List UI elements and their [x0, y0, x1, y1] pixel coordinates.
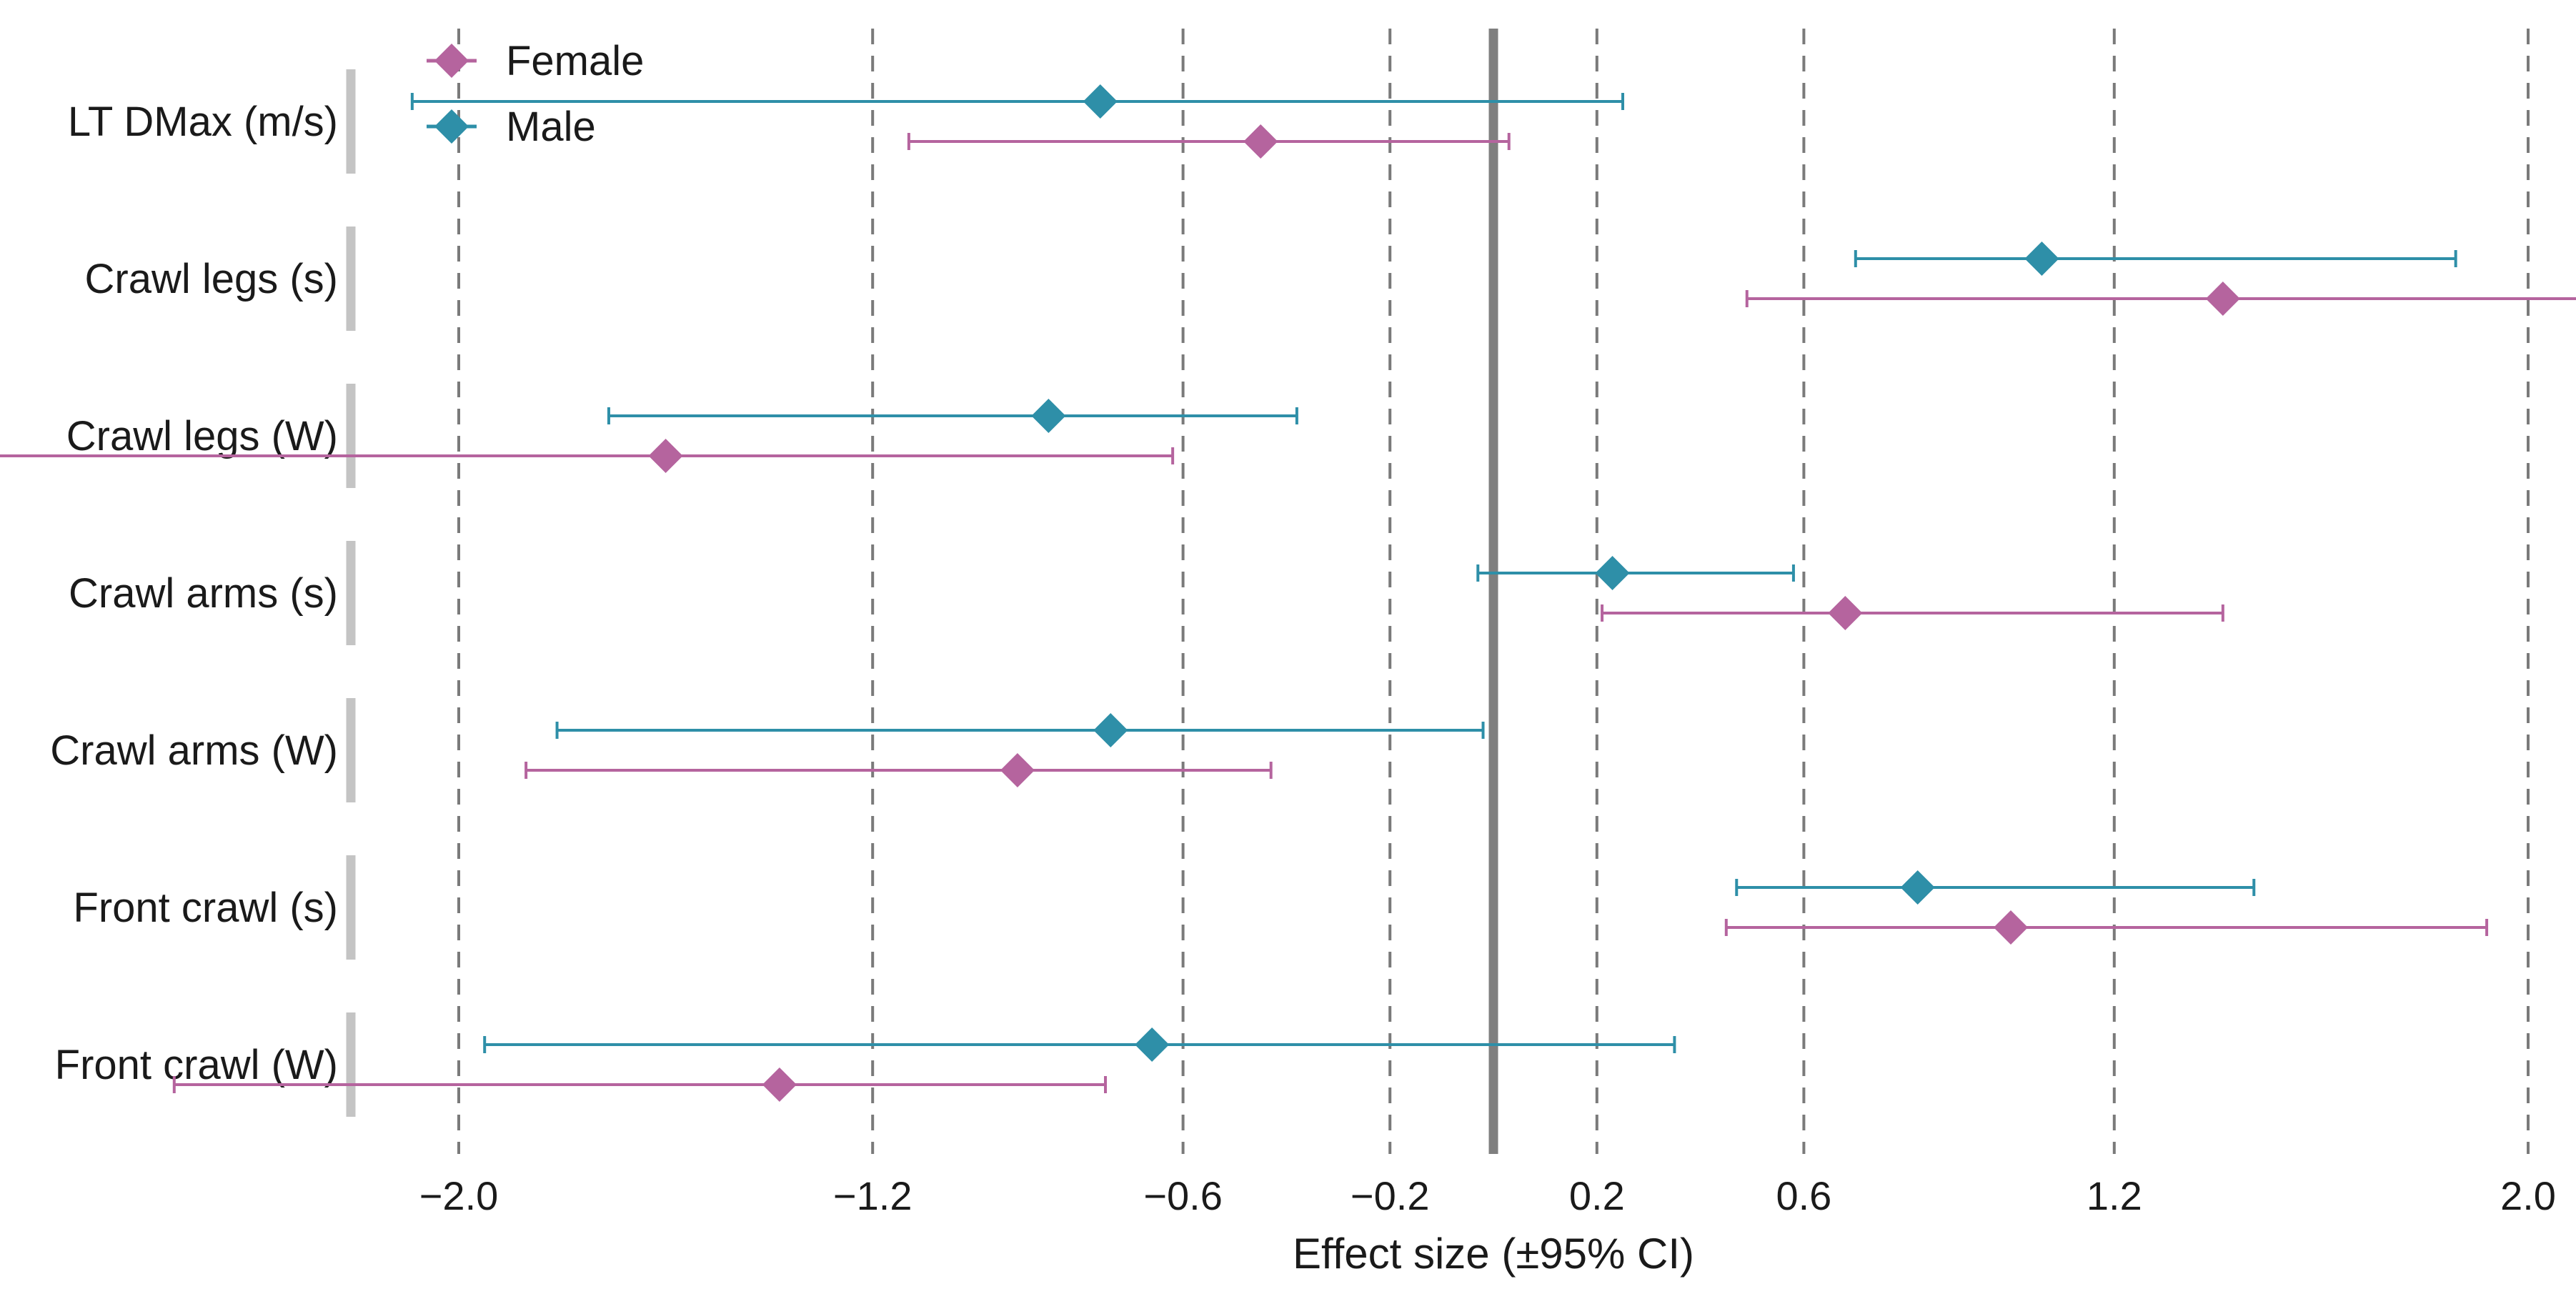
x-tick-label: 2.0	[2500, 1173, 2556, 1218]
series-marks	[0, 84, 2576, 1102]
category-label: Crawl legs (W)	[66, 413, 338, 459]
category-label: Front crawl (s)	[73, 885, 338, 931]
male-point-estimate	[1135, 1027, 1170, 1062]
legend-label: Male	[506, 104, 596, 150]
x-tick-label: 0.6	[1776, 1173, 1831, 1218]
x-tick-label: 0.2	[1569, 1173, 1625, 1218]
x-tick-label: −1.2	[833, 1173, 912, 1218]
male-point-estimate	[1083, 84, 1118, 119]
female-point-estimate	[1243, 124, 1278, 159]
category-label: Crawl arms (s)	[69, 570, 338, 617]
male-point-estimate	[1093, 713, 1128, 747]
male-point-estimate	[1900, 870, 1935, 905]
x-tick-label: −0.6	[1143, 1173, 1223, 1218]
female-point-estimate	[1000, 753, 1035, 787]
male-point-estimate	[1595, 556, 1630, 590]
male-point-estimate	[2024, 242, 2059, 276]
x-axis-ticks: −4.0−2.0−1.2−0.6−0.20.20.61.22.04.0	[419, 1173, 2556, 1218]
legend-marker	[434, 109, 469, 144]
category-label: Front crawl (W)	[55, 1042, 338, 1088]
category-label: Crawl legs (s)	[85, 256, 339, 302]
category-labels: LT DMax (m/s) Crawl legs (s) Crawl legs (W…	[50, 99, 338, 1088]
female-point-estimate	[2205, 282, 2240, 316]
x-tick-label: 1.2	[2087, 1173, 2142, 1218]
female-point-estimate	[1828, 596, 1863, 630]
legend-marker	[434, 44, 469, 78]
female-point-estimate	[762, 1067, 797, 1102]
legend-label: Female	[506, 38, 644, 84]
male-point-estimate	[1031, 399, 1066, 433]
gridlines	[457, 29, 2530, 1154]
x-axis-title: Effect size (±95% CI)	[1293, 1230, 1694, 1278]
x-tick-label: −2.0	[419, 1173, 499, 1218]
female-point-estimate	[648, 439, 683, 473]
female-point-estimate	[1994, 910, 2028, 945]
x-tick-label: −0.2	[1351, 1173, 1430, 1218]
category-label: LT DMax (m/s)	[68, 99, 338, 145]
category-label: Crawl arms (W)	[50, 727, 338, 774]
legend: Female Male	[427, 38, 644, 150]
